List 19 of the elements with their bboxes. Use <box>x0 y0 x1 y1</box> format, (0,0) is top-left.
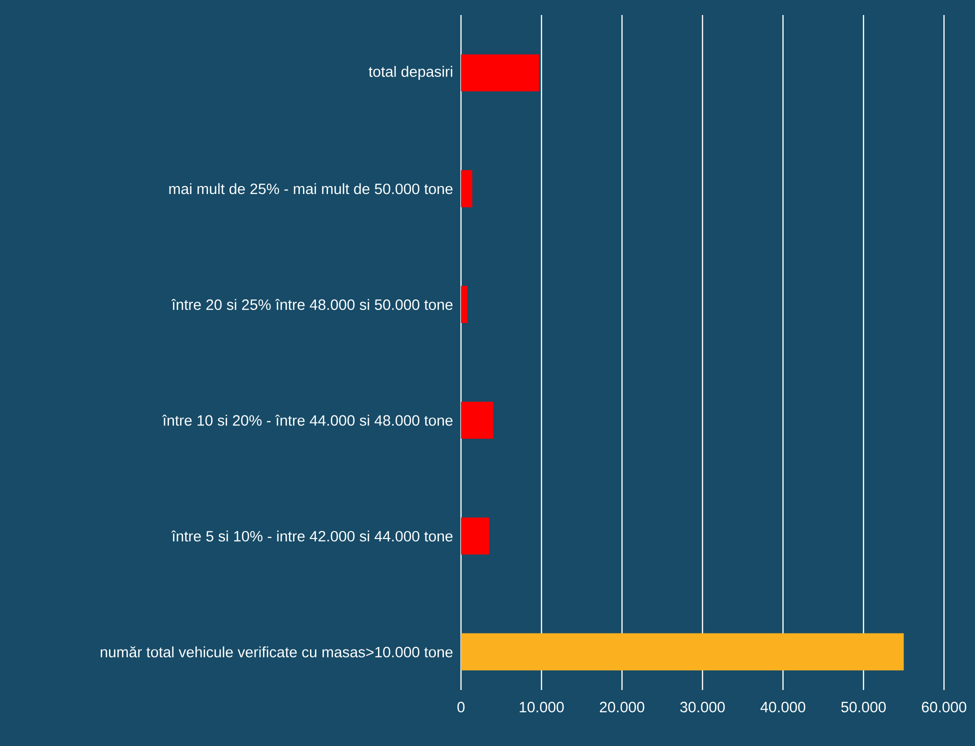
bar <box>461 402 494 439</box>
bar <box>461 54 540 92</box>
x-tick-label: 60.000 <box>922 702 966 712</box>
y-tick-label: între 5 si 10% - intre 42.000 si 44.000 tone <box>171 530 453 542</box>
bar <box>461 633 904 670</box>
y-tick-label: total depasiri <box>368 66 452 80</box>
bar <box>461 170 472 208</box>
bar <box>461 517 490 555</box>
x-tick-label: 40.000 <box>760 702 806 712</box>
x-tick-label: 10.000 <box>520 702 564 712</box>
y-tick-label: număr total vehicule verificate cu masas>10.000 tone <box>100 646 452 658</box>
x-tick-label: 0 <box>457 702 465 712</box>
x-tick-label: 20.000 <box>600 702 644 712</box>
y-tick-label: între 10 si 20% - între 44.000 si 48.000 tone <box>162 414 453 426</box>
y-tick-label: între 20 si 25% între 48.000 si 50.000 tone <box>171 298 453 310</box>
x-tick-label: 50.000 <box>841 702 886 712</box>
bar <box>461 286 468 323</box>
y-tick-label: mai mult de 25% - mai mult de 50.000 tone <box>169 183 453 194</box>
x-tick-label: 30.000 <box>680 702 725 712</box>
